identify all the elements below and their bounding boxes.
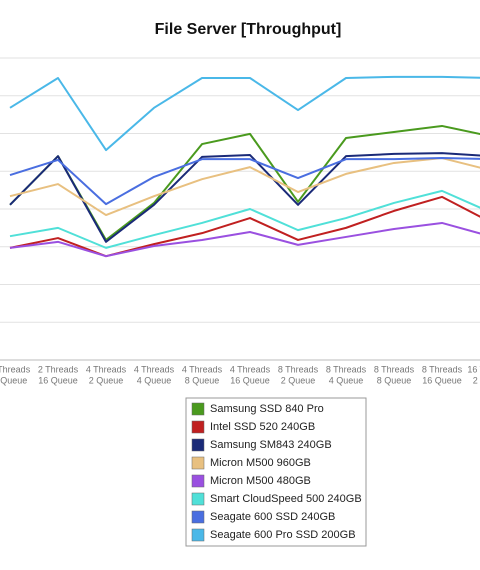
legend-swatch — [191, 456, 205, 470]
x-tick-label: 16 Queue — [422, 375, 462, 385]
legend-swatch — [191, 528, 205, 542]
legend-label: Samsung SSD 840 Pro — [210, 403, 324, 415]
series-line — [9, 189, 480, 249]
x-tick-label: 4 Threads — [230, 364, 271, 374]
x-tick-label: 4 Threads — [86, 364, 127, 374]
x-tick-label: 8 Threads — [422, 364, 463, 374]
x-tick-label: 8 Threads — [374, 364, 415, 374]
x-tick-label: 16 Queue — [230, 375, 270, 385]
legend-swatch — [191, 420, 205, 434]
legend-swatch — [191, 492, 205, 506]
x-tick-label: 2 Threads — [38, 364, 79, 374]
x-tick-label: 2 Queue — [89, 375, 124, 385]
series-line — [9, 221, 480, 258]
x-tick-label: 8 Queue — [377, 375, 412, 385]
x-tick-label: 2 Queue — [281, 375, 316, 385]
legend-label: Smart CloudSpeed 500 240GB — [210, 493, 362, 505]
legend-label: Micron M500 960GB — [210, 457, 311, 469]
legend-swatch — [191, 474, 205, 488]
x-tick-label: 8 Queue — [0, 375, 27, 385]
legend-label: Samsung SM843 240GB — [210, 439, 332, 451]
legend-swatch — [191, 402, 205, 416]
legend-label: Seagate 600 Pro SSD 200GB — [210, 529, 356, 541]
legend-swatch — [191, 438, 205, 452]
x-tick-label: 16 Queue — [38, 375, 78, 385]
x-tick-label: 8 Queue — [185, 375, 220, 385]
legend-swatch — [191, 510, 205, 524]
legend-label: Intel SSD 520 240GB — [210, 421, 315, 433]
series-line — [9, 152, 480, 243]
x-tick-label: 16 Threads — [467, 364, 480, 374]
x-tick-label: 2 Queue — [473, 375, 480, 385]
x-tick-label: 4 Threads — [134, 364, 175, 374]
series-line — [9, 75, 480, 152]
legend-box — [185, 397, 367, 547]
x-tick-label: 2 Threads — [0, 364, 31, 374]
x-tick-label: 8 Threads — [278, 364, 319, 374]
x-tick-label: 8 Threads — [326, 364, 367, 374]
x-tick-label: 4 Queue — [137, 375, 172, 385]
x-tick-label: 4 Threads — [182, 364, 223, 374]
series-line — [9, 157, 480, 206]
legend-label: Micron M500 480GB — [210, 475, 311, 487]
x-tick-label: 4 Queue — [329, 375, 364, 385]
series-line — [9, 195, 480, 258]
series-line — [9, 157, 480, 217]
chart-title: File Server [Throughput] — [155, 21, 342, 38]
series-line — [9, 124, 480, 241]
legend-label: Seagate 600 SSD 240GB — [210, 511, 335, 523]
